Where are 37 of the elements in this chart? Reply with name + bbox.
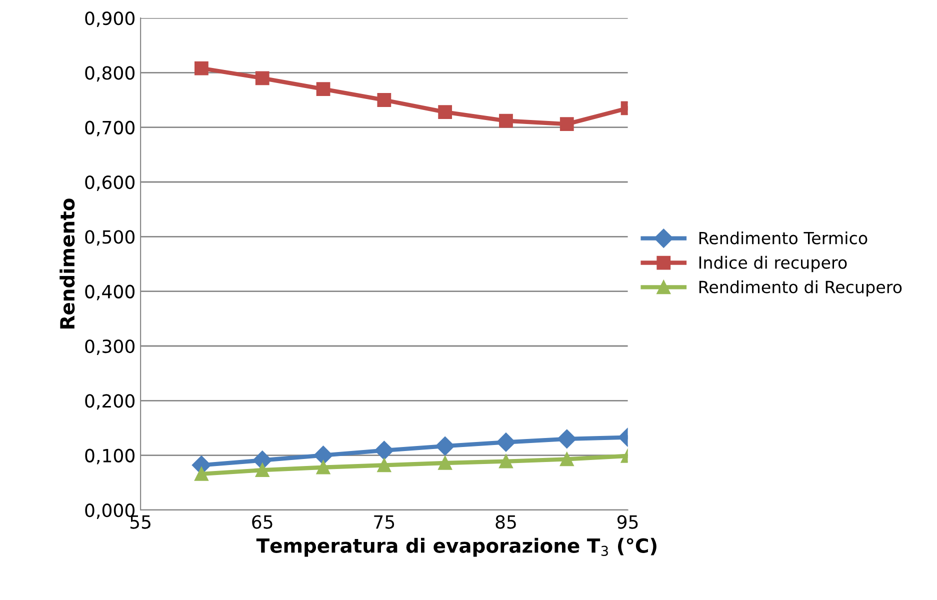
point [496, 432, 516, 452]
y-tick-label: 0,700 [85, 120, 134, 136]
y-tick-label: 0,200 [85, 394, 134, 410]
y-tick-label: 0,100 [85, 448, 134, 464]
point [499, 114, 513, 128]
point [316, 460, 330, 474]
x-tick-label: 95 [617, 515, 638, 529]
point [377, 458, 392, 472]
x-tick-label: 85 [496, 515, 516, 529]
point [438, 105, 452, 119]
point [194, 61, 208, 76]
point [314, 446, 333, 465]
y-tick-label: 0,600 [85, 175, 134, 191]
point [255, 71, 270, 86]
y-tick-label: 0,300 [85, 339, 134, 355]
point [255, 463, 270, 478]
x-tick-label: 75 [374, 515, 394, 529]
point [499, 454, 513, 468]
y-tick-label: 0,500 [85, 230, 134, 246]
point [316, 82, 330, 96]
y-tick-label: 0,900 [85, 11, 134, 27]
point [560, 117, 574, 131]
point [557, 429, 576, 448]
point [436, 436, 455, 456]
point [194, 466, 208, 481]
point [374, 440, 394, 460]
legend-label: Rendimento Termico [699, 231, 868, 244]
y-tick-label: 0,800 [85, 66, 134, 82]
legend-label: Rendimento di Recupero [699, 280, 902, 297]
point [377, 93, 392, 107]
x-axis-title: Temperatura di evaporazione T$_{3}$ (°C) [256, 538, 656, 557]
point [438, 456, 452, 470]
y-axis-title: Rendimento [60, 198, 75, 328]
point [560, 452, 574, 466]
y-tick-label: 0,400 [85, 284, 134, 300]
x-tick-label: 65 [252, 515, 272, 529]
legend-label: Indice di recupero [699, 256, 847, 272]
